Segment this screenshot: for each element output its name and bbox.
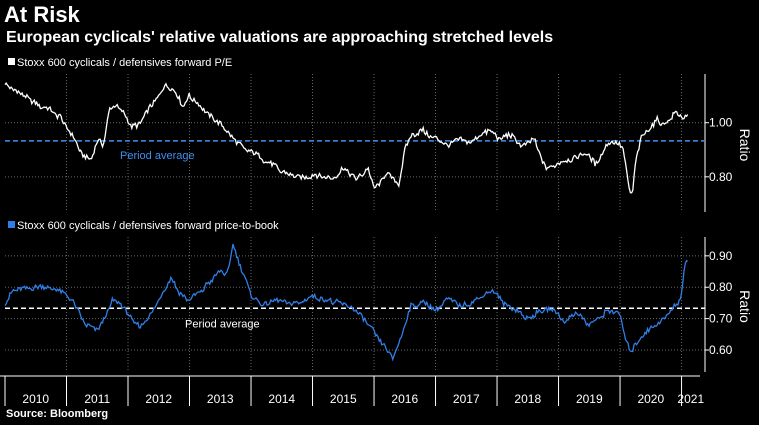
x-tick-2011: 2011 [84,392,110,406]
pb-legend-swatch [8,221,15,228]
pb-ytick-0.60: 0.60 [709,343,733,357]
x-tick-2013: 2013 [207,392,234,406]
pb-series-line [4,243,688,362]
x-tick-2019: 2019 [576,392,603,406]
pe-ytick-0.80: 0.80 [709,170,733,184]
pe-ytick-1.00: 1.00 [709,116,733,130]
x-tick-2010: 2010 [22,392,49,406]
chart-subtitle: European cyclicals' relative valuations … [6,29,554,46]
x-tick-2015: 2015 [330,392,357,406]
x-tick-2014: 2014 [268,392,295,406]
x-tick-2012: 2012 [145,392,172,406]
pe-legend-label: Stoxx 600 cyclicals / defensives forward… [17,57,232,69]
x-tick-2018: 2018 [514,392,541,406]
pb-ytick-0.90: 0.90 [709,249,733,263]
pe-ylabel: Ratio [737,129,753,162]
pe-series-line [4,81,689,194]
pb-ytick-0.80: 0.80 [709,280,733,294]
pe-panel: Stoxx 600 cyclicals / defensives forward… [4,57,753,212]
pb-ytick-0.70: 0.70 [709,312,733,326]
pb-ylabel: Ratio [737,290,753,323]
pb-average-label: Period average [185,318,260,330]
x-tick-2016: 2016 [391,392,418,406]
source-note: Source: Bloomberg [6,408,109,420]
x-tick-2020: 2020 [637,392,664,406]
x-axis: 2010 2011 2012 2013 2014 2015 2016 2017 2018 2019… [0,375,704,406]
x-tick-2021: 2021 [677,392,704,406]
pb-panel: Stoxx 600 cyclicals / defensives forward… [4,220,753,372]
x-tick-2017: 2017 [453,392,480,406]
pe-average-label: Period average [120,150,195,162]
pe-legend-swatch [8,58,15,65]
pb-legend-label: Stoxx 600 cyclicals / defensives forward… [17,220,279,232]
chart-title: At Risk [4,2,80,27]
